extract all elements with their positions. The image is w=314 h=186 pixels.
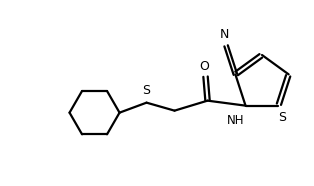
Text: N: N [219,28,229,41]
Text: NH: NH [227,114,244,127]
Text: S: S [279,111,286,124]
Text: O: O [200,60,209,73]
Text: S: S [143,84,150,97]
